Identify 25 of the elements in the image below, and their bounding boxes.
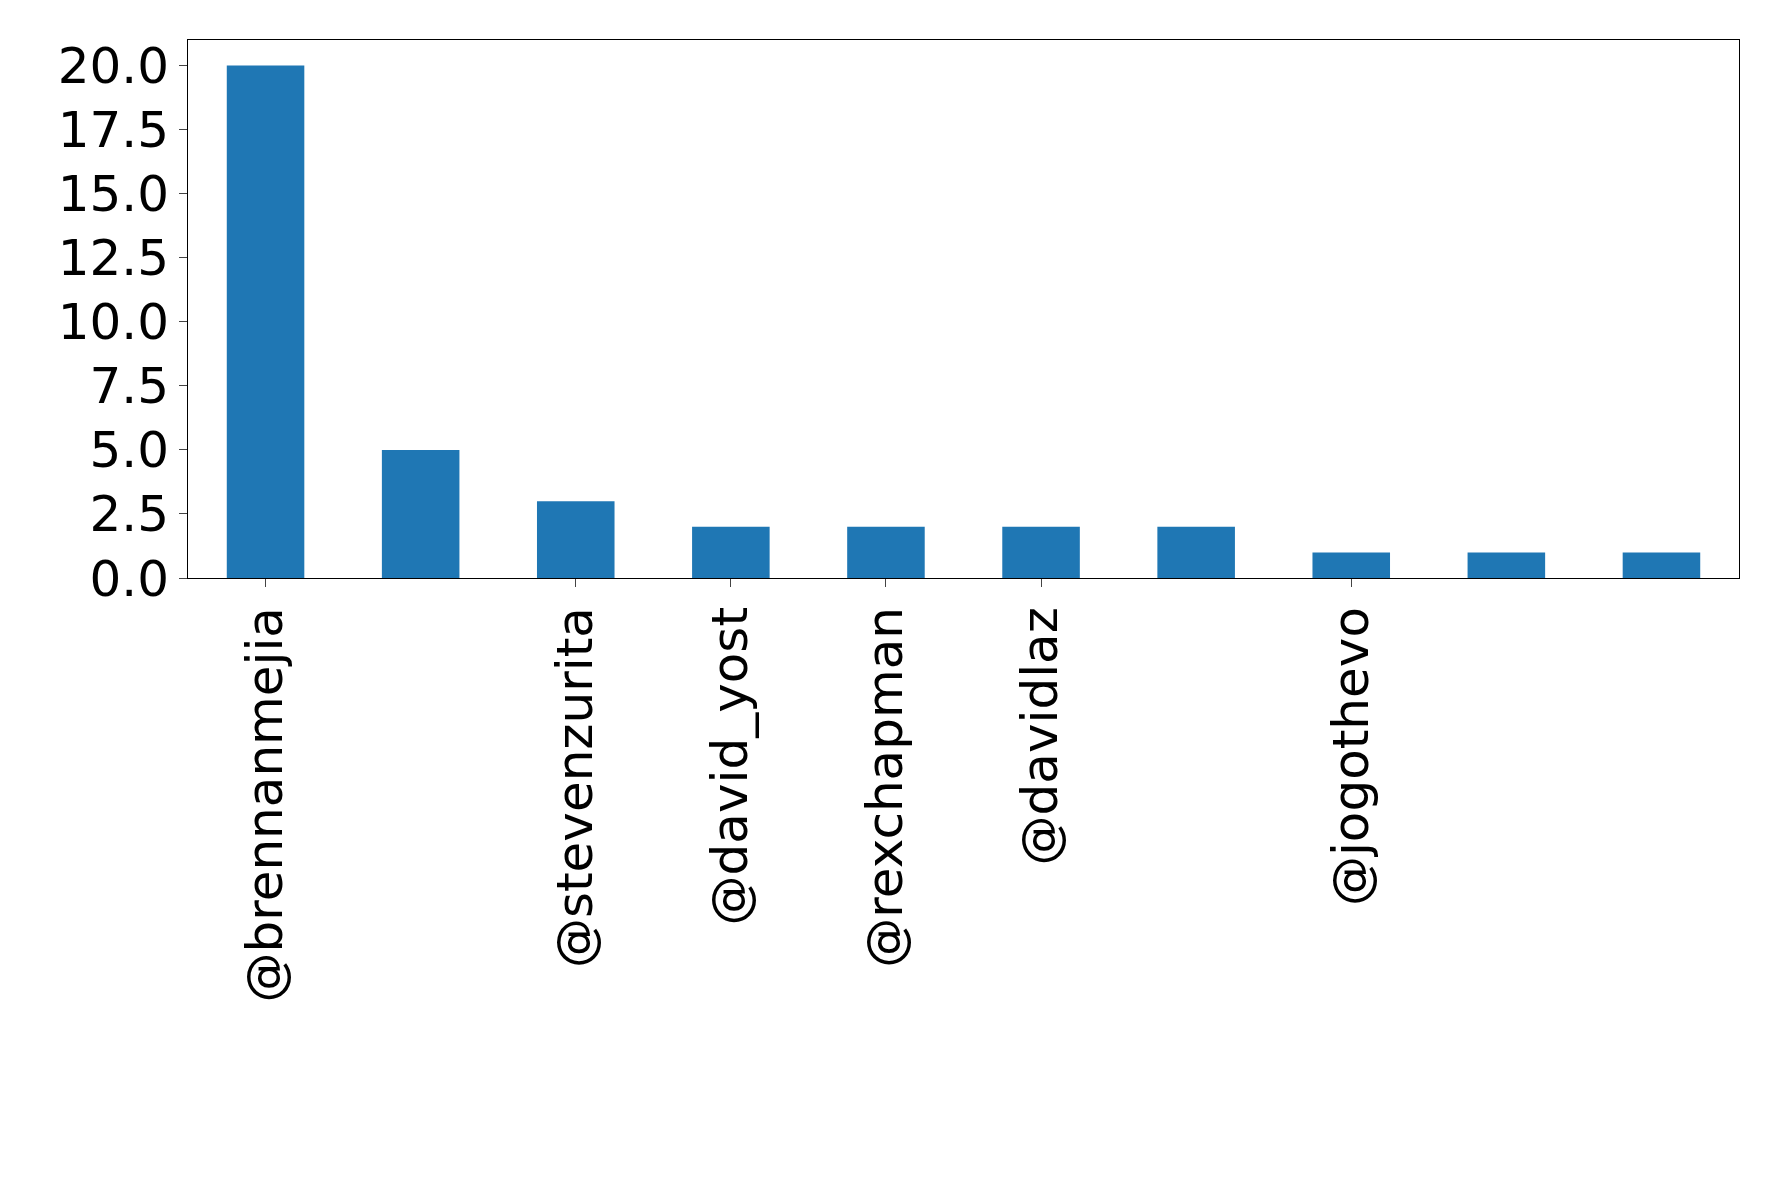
x-tick-label: @jogothevo (1321, 607, 1380, 907)
bar (1622, 552, 1701, 578)
bar (1312, 552, 1391, 578)
y-tick-label: 2.5 (89, 485, 169, 544)
y-tick-label: 5.0 (89, 421, 169, 480)
y-tick-label: 12.5 (57, 229, 169, 288)
x-tick-label: @stevenzurita (546, 607, 604, 969)
bar (1157, 526, 1235, 578)
bar (381, 449, 460, 578)
y-tick-label: 15.0 (57, 165, 169, 224)
bar (536, 501, 615, 578)
y-tick-label: 20.0 (57, 37, 169, 96)
bar (847, 526, 925, 578)
y-tick-label: 7.5 (89, 357, 169, 416)
y-tick-label: 10.0 (57, 293, 169, 352)
bar (1467, 552, 1546, 578)
x-tick-label: @davidlaz (1011, 607, 1070, 866)
y-tick-label: 17.5 (57, 101, 169, 160)
x-tick-label: @david_yost (701, 607, 760, 926)
bar (692, 526, 770, 578)
bar (1002, 526, 1080, 578)
bar (226, 65, 305, 578)
x-tick-label: @rexchapman (856, 607, 915, 968)
y-tick-label: 0.0 (89, 549, 169, 608)
x-tick-label: @brennanmejia (235, 607, 294, 1003)
